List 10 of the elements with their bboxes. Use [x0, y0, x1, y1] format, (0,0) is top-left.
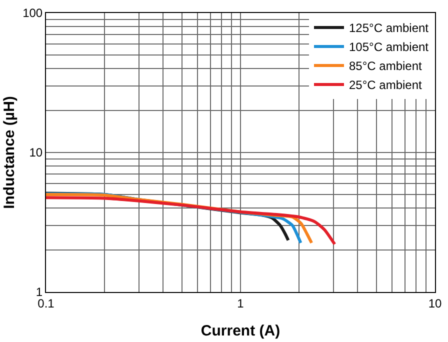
legend-label: 125°C ambient	[349, 21, 430, 36]
legend-label: 85°C ambient	[349, 59, 423, 74]
x-tick-label: 10	[428, 296, 442, 310]
x-tick-label: 1	[237, 296, 244, 310]
y-axis-title: Inductance (µH)	[0, 96, 18, 209]
legend-label: 25°C ambient	[349, 78, 423, 92]
x-axis-title: Current (A)	[200, 322, 280, 340]
legend-label: 105°C ambient	[349, 40, 430, 54]
y-tick-label: 100	[22, 6, 43, 20]
y-tick-label: 10	[29, 146, 43, 160]
